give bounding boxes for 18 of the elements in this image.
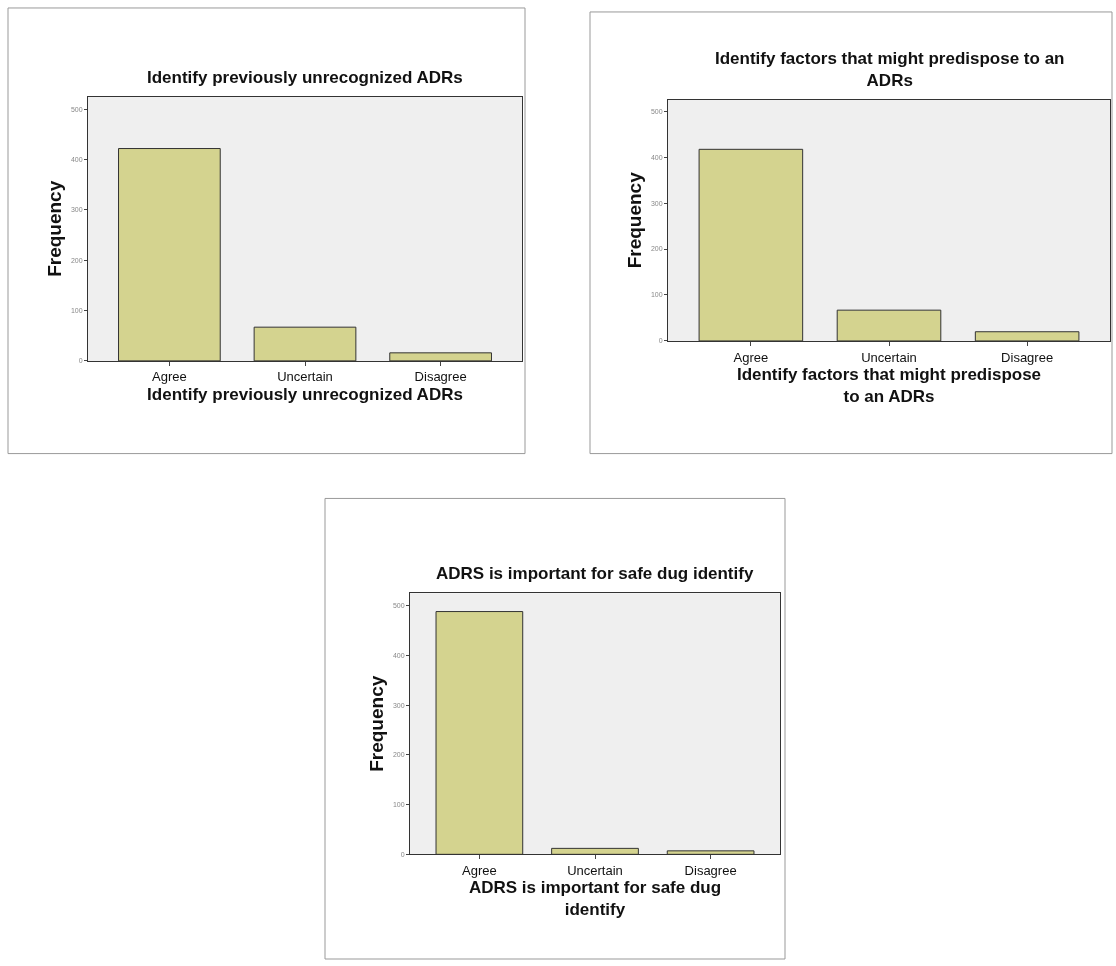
x-axis-title: ADRS is important for safe dug identify: [468, 878, 722, 920]
x-tick-label: Disagree: [414, 369, 467, 385]
y-axis-title: Frequency: [43, 180, 65, 277]
chart-title: ADRS is important for safe dug identify: [436, 564, 754, 583]
x-tick-label: Agree: [152, 369, 187, 385]
y-axis-title: Frequency: [623, 171, 645, 269]
x-tick-label: Disagree: [1001, 349, 1054, 365]
x-tick-label: Agree: [733, 349, 769, 365]
y-axis-title: Frequency: [365, 675, 387, 772]
x-axis-title: Identify previously unrecognized ADRs: [147, 384, 463, 404]
x-axis-title: Identify factors that might predispose to an ADRs: [736, 364, 1042, 407]
x-tick-label: Disagree: [684, 862, 737, 878]
x-tick-label: Uncertain: [567, 862, 623, 878]
chart-title: Identify factors that might predispose to an ADRs: [715, 49, 1065, 91]
x-tick-label: Uncertain: [277, 369, 333, 385]
x-tick-label: Uncertain: [861, 349, 917, 365]
chart-title: Identify previously unrecognized ADRs: [147, 68, 463, 87]
x-tick-label: Agree: [462, 862, 497, 878]
